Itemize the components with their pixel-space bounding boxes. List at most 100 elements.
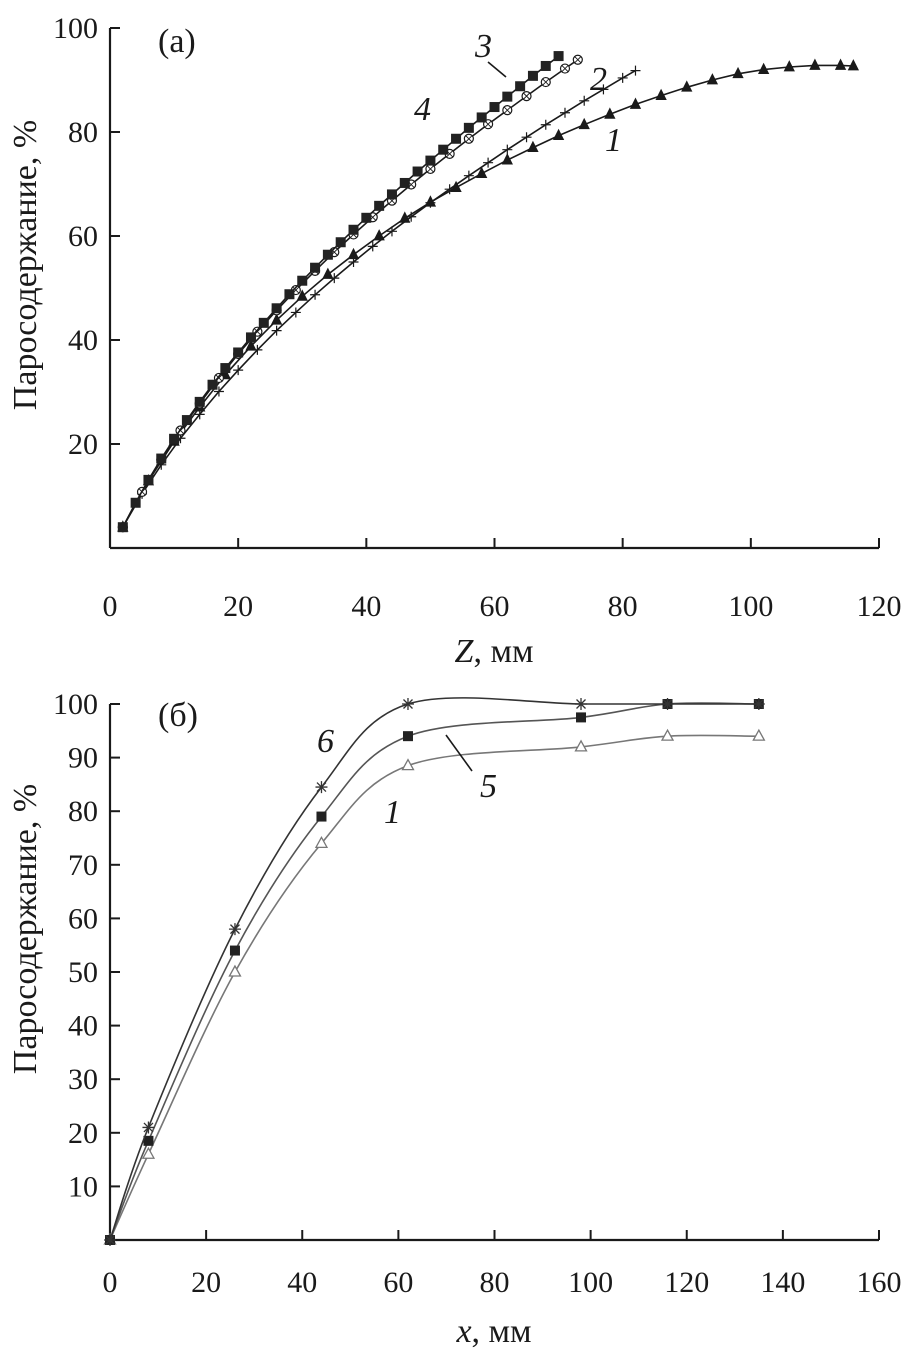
y-tick-label: 30: [68, 1063, 98, 1096]
data-point-5: [576, 712, 587, 723]
chart-panel-b: 0 20 40 60 80 100 120 140 160 10 20 30 40 50 60 70 80 90 1…: [7, 688, 902, 1350]
x-tick-label: 80: [480, 1266, 510, 1299]
data-point-1: [834, 58, 847, 70]
data-point-1: [401, 758, 415, 771]
data-point-2: [329, 273, 340, 284]
data-point-4: [361, 212, 372, 223]
axes: 0 20 40 60 80 100 120 140 160 10 20 30 40 50 60 70 80 90 1…: [53, 688, 902, 1299]
data-point-2: [233, 365, 244, 376]
data-point-2: [310, 289, 321, 300]
data-point-3: [425, 163, 436, 175]
data-point-1: [655, 88, 667, 100]
data-point-3: [559, 63, 571, 74]
x-tick-label: 0: [103, 590, 118, 623]
x-tick-label: 20: [191, 1266, 221, 1299]
data-point-6: [752, 698, 765, 710]
leader-line-3: [487, 61, 507, 78]
data-point-3: [540, 76, 551, 88]
data-point-4: [515, 81, 526, 92]
data-point-3: [502, 105, 513, 116]
x-tick-label: 60: [480, 590, 510, 623]
series-line-1: [122, 64, 854, 528]
curve-label-2: 2: [590, 61, 607, 98]
x-axis-variable: Z: [455, 633, 475, 670]
data-point-2: [252, 344, 263, 355]
x-axis-title: Z, мм: [455, 633, 534, 670]
curve-label-6: 6: [317, 723, 334, 760]
x-tick-label: 160: [857, 1266, 902, 1299]
series-1: [117, 58, 860, 532]
data-point-4: [348, 224, 359, 235]
data-point-1: [629, 97, 642, 109]
series-line-3: [122, 59, 579, 528]
data-point-1: [783, 60, 795, 72]
data-point-5: [402, 731, 413, 742]
data-point-4: [220, 363, 231, 374]
data-point-1: [245, 339, 257, 351]
data-point-2: [559, 107, 570, 118]
data-point-4: [412, 166, 423, 177]
x-tick-label: 0: [103, 1266, 118, 1299]
data-point-4: [156, 453, 167, 464]
series-3: [117, 54, 583, 533]
data-point-4: [399, 177, 410, 188]
x-tick-label: 40: [351, 590, 381, 623]
data-point-4: [502, 91, 513, 102]
series-2: [117, 65, 641, 533]
data-point-5: [229, 945, 240, 956]
x-tick-label: 60: [383, 1266, 413, 1299]
x-tick-label: 80: [608, 590, 638, 623]
y-tick-label: 20: [68, 428, 98, 461]
series-6: [104, 697, 765, 1246]
y-tick-label: 70: [68, 849, 98, 882]
x-tick-label: 20: [223, 590, 253, 623]
data-point-6: [401, 698, 414, 710]
data-point-1: [322, 267, 334, 279]
curve-label-4: 4: [414, 91, 431, 128]
data-point-4: [143, 474, 154, 485]
data-point-4: [117, 522, 128, 533]
data-point-6: [575, 698, 588, 710]
data-point-1: [527, 140, 539, 153]
data-point-4: [322, 249, 333, 260]
data-point-6: [104, 1234, 116, 1246]
data-point-2: [630, 65, 641, 76]
data-point-4: [553, 51, 564, 62]
data-point-2: [290, 307, 301, 318]
data-point-5: [143, 1135, 154, 1146]
series-4: [117, 51, 564, 533]
x-tick-label: 120: [857, 590, 902, 623]
data-point-2: [617, 72, 628, 83]
y-tick-label: 20: [68, 1117, 98, 1150]
data-point-1: [552, 128, 565, 141]
data-point-6: [661, 698, 674, 710]
series-5: [105, 699, 764, 1245]
data-point-1: [752, 728, 766, 741]
y-axis-title: Паросодержание, %: [7, 120, 44, 410]
data-point-2: [386, 226, 397, 237]
data-point-4: [451, 133, 462, 144]
data-point-4: [527, 70, 538, 81]
y-tick-label: 80: [68, 116, 98, 149]
data-point-6: [142, 1121, 155, 1134]
data-point-1: [681, 80, 693, 92]
data-point-4: [310, 262, 321, 273]
data-point-6: [315, 781, 328, 794]
curve-label-3: 3: [474, 28, 492, 65]
data-point-1: [809, 58, 821, 70]
data-point-2: [425, 197, 436, 208]
data-point-1: [270, 313, 283, 325]
data-point-1: [574, 739, 588, 752]
data-point-1: [604, 107, 616, 119]
y-axis-title: Паросодержание, %: [7, 784, 44, 1074]
data-point-4: [245, 332, 256, 343]
x-tick-label: 100: [728, 590, 773, 623]
data-point-2: [502, 144, 513, 155]
data-point-1: [732, 66, 744, 79]
data-point-4: [181, 415, 192, 426]
x-tick-label: 120: [664, 1266, 709, 1299]
data-point-2: [463, 170, 474, 181]
data-point-4: [463, 122, 474, 133]
series-line-6: [109, 697, 759, 1241]
